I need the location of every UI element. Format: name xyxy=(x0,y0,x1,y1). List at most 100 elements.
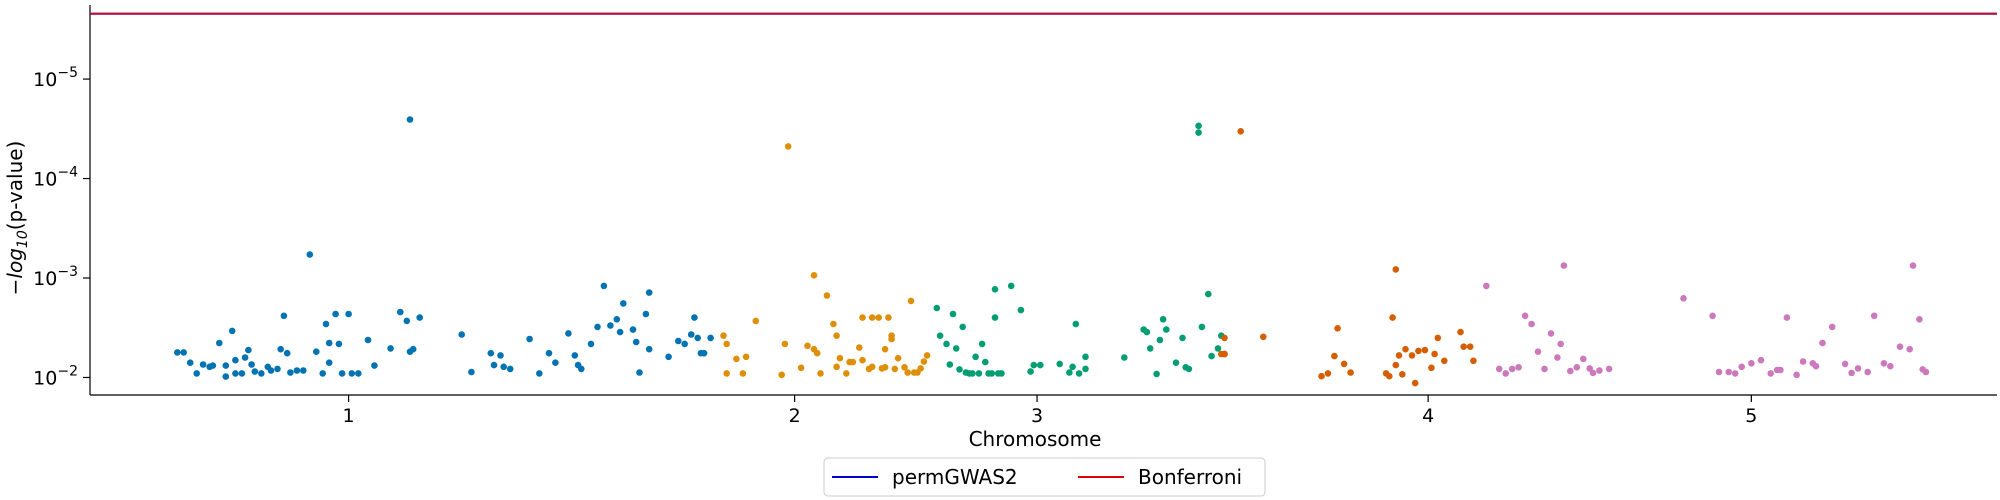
data-point xyxy=(338,370,346,377)
data-point xyxy=(325,339,333,347)
x-tick-label: 5 xyxy=(1745,405,1757,427)
data-point xyxy=(675,337,682,345)
data-point xyxy=(552,359,559,367)
data-point xyxy=(720,332,727,340)
data-point xyxy=(222,362,230,369)
data-point xyxy=(1056,360,1063,368)
data-point xyxy=(274,365,281,373)
data-point xyxy=(923,352,931,359)
y-tick-label: 10−5 xyxy=(33,65,78,91)
data-point xyxy=(280,312,288,320)
data-point xyxy=(487,349,495,357)
data-point xyxy=(849,358,857,366)
data-point xyxy=(1075,370,1083,377)
data-point xyxy=(1007,282,1015,290)
data-point xyxy=(1580,355,1587,363)
data-point xyxy=(1854,365,1862,372)
data-point xyxy=(616,328,624,336)
data-point xyxy=(988,370,996,377)
data-point xyxy=(283,349,291,357)
data-point xyxy=(1334,325,1341,332)
y-axis-label-prefix: − xyxy=(3,279,27,296)
data-point xyxy=(1870,312,1878,320)
data-point xyxy=(565,330,572,337)
data-point xyxy=(594,323,601,331)
data-point xyxy=(752,317,760,325)
y-tick-label: 10−3 xyxy=(33,264,78,290)
data-point xyxy=(1460,343,1467,351)
data-point xyxy=(1159,316,1167,323)
data-point xyxy=(1783,314,1791,321)
data-point xyxy=(1515,364,1522,371)
data-point xyxy=(332,310,339,318)
x-tick-label: 2 xyxy=(789,405,801,427)
data-point xyxy=(694,334,701,342)
data-point xyxy=(952,345,960,352)
data-point xyxy=(1521,312,1529,320)
data-point xyxy=(222,373,230,380)
data-point xyxy=(917,365,924,372)
data-point xyxy=(1318,372,1325,380)
data-point xyxy=(1896,343,1904,351)
data-point xyxy=(490,361,498,369)
data-point xyxy=(778,371,785,379)
data-point xyxy=(1143,328,1151,336)
data-point xyxy=(1072,320,1080,328)
data-point xyxy=(681,340,688,348)
data-point xyxy=(607,322,614,329)
data-point xyxy=(199,361,207,368)
data-point xyxy=(1030,361,1038,369)
data-point xyxy=(1163,326,1170,333)
data-point xyxy=(1709,312,1716,320)
data-point xyxy=(193,370,200,377)
data-point xyxy=(804,342,811,350)
data-point xyxy=(833,363,840,371)
legend-label-bonferroni: Bonferroni xyxy=(1138,465,1242,489)
data-point xyxy=(665,353,672,361)
data-point xyxy=(1738,363,1745,371)
data-point xyxy=(1680,295,1687,302)
data-point xyxy=(885,314,892,321)
data-point xyxy=(920,358,928,365)
data-point xyxy=(1237,128,1244,135)
data-point xyxy=(691,314,698,321)
data-point xyxy=(1864,368,1871,376)
data-point xyxy=(901,364,908,371)
y-tick-label: 10−2 xyxy=(33,363,78,389)
data-point xyxy=(1470,357,1477,365)
data-point xyxy=(1037,361,1044,369)
data-point xyxy=(313,348,320,356)
x-tick-label: 4 xyxy=(1422,405,1434,427)
y-axis-label-sub: 10 xyxy=(15,230,31,248)
data-point xyxy=(1179,334,1186,342)
data-point xyxy=(1347,369,1354,376)
data-point xyxy=(1573,364,1581,371)
data-point xyxy=(1395,352,1403,359)
data-point xyxy=(881,364,889,371)
x-tick-label: 1 xyxy=(343,405,355,427)
data-point xyxy=(387,345,394,352)
data-point xyxy=(620,300,627,307)
data-point xyxy=(830,320,837,328)
data-point xyxy=(645,345,653,353)
data-point xyxy=(1411,379,1419,387)
data-point xyxy=(1922,368,1930,376)
data-point xyxy=(949,310,957,318)
axes-frame xyxy=(89,5,1997,396)
data-point xyxy=(1819,339,1826,347)
data-point xyxy=(943,340,950,348)
data-point xyxy=(991,314,999,321)
data-point xyxy=(813,349,821,357)
data-point xyxy=(355,370,362,377)
data-point xyxy=(416,314,424,321)
data-point xyxy=(587,340,595,348)
data-point xyxy=(1121,354,1128,361)
data-point xyxy=(1399,371,1406,378)
data-point xyxy=(1392,361,1400,369)
data-point xyxy=(784,143,792,150)
data-point xyxy=(497,352,504,359)
data-point xyxy=(998,370,1005,377)
data-point xyxy=(1408,352,1416,359)
data-point xyxy=(232,356,239,364)
data-point xyxy=(1757,356,1765,364)
